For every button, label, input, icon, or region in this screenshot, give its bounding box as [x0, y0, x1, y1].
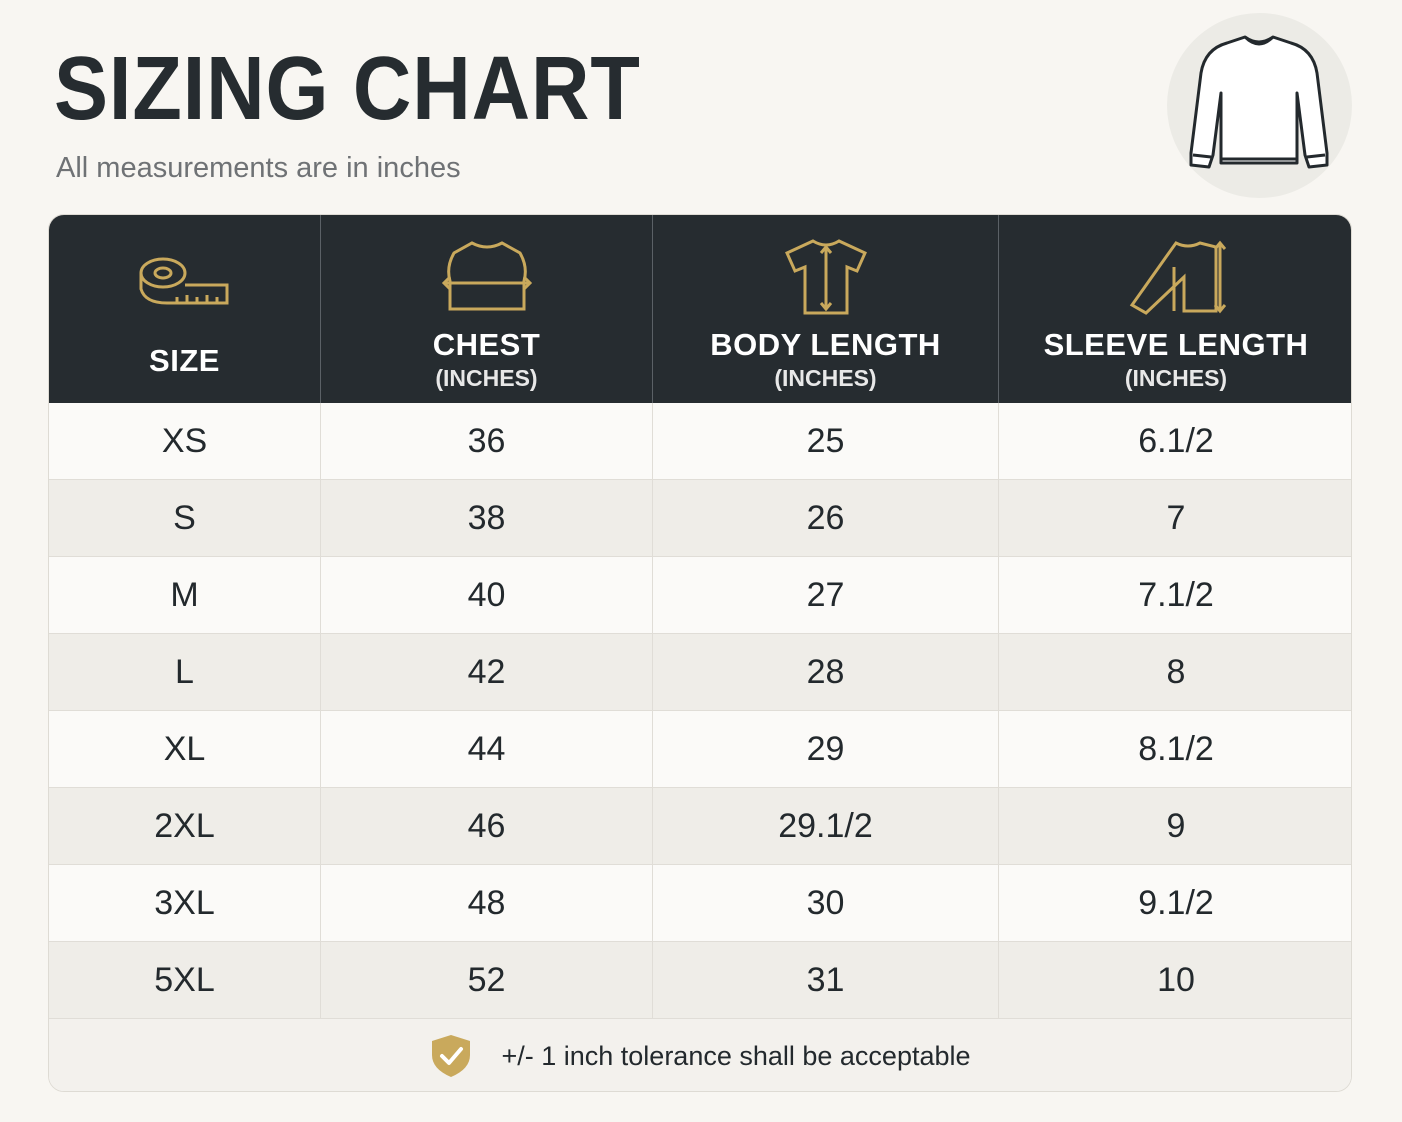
subtitle: All measurements are in inches	[56, 152, 461, 184]
measurement-cell: 29.1/2	[653, 788, 999, 864]
measurement-cell: 42	[321, 634, 653, 710]
measurement-cell: 7	[1166, 499, 1186, 537]
table-row: 3XL 48 30 9.1/2	[49, 865, 1351, 942]
sweater-drawing	[1189, 35, 1329, 169]
header-cell: SLEEVE LENGTH (INCHES)	[999, 215, 1351, 403]
table-row: XL 44 29 8.1/2	[49, 711, 1351, 788]
size-cell: 3XL	[49, 865, 321, 941]
table-row: L 42 28 8	[49, 634, 1351, 711]
header-cell: CHEST (INCHES)	[321, 215, 653, 403]
size-cell: 5XL	[49, 942, 321, 1018]
shield-icon	[432, 1035, 471, 1077]
header-label: SLEEVE LENGTH	[1043, 327, 1309, 362]
body-length-icon	[784, 239, 867, 315]
measurement-cell: 29	[653, 711, 999, 787]
header-label: CHEST	[432, 327, 541, 362]
measurement-cell: 46	[321, 788, 653, 864]
measurement-cell: 31	[653, 942, 999, 1018]
measurement-cell: 38	[321, 480, 653, 556]
measurement-cell: 7.1/2	[1138, 576, 1214, 614]
measurement-cell: 44	[321, 711, 653, 787]
table-row: M 40 27 7.1/2	[49, 557, 1351, 634]
sweater-icon	[1167, 13, 1352, 198]
measurement-cell: 8.1/2	[1138, 730, 1214, 768]
tape-icon	[139, 257, 228, 305]
measurement-cell: 10	[1157, 961, 1195, 999]
measurement-cell: 52	[321, 942, 653, 1018]
measurement-cell: 27	[653, 557, 999, 633]
size-cell: M	[49, 557, 321, 633]
measurement-cell: 9.1/2	[1138, 884, 1214, 922]
measurement-cell: 28	[653, 634, 999, 710]
size-cell: XS	[49, 403, 321, 479]
header-unit: (INCHES)	[774, 365, 877, 391]
measurement-cell: 9	[1166, 807, 1186, 845]
measurement-cell: 40	[321, 557, 653, 633]
chest-icon	[441, 241, 532, 311]
size-cell: 2XL	[49, 788, 321, 864]
sleeve-length-icon	[1129, 240, 1226, 315]
measurement-cell: 30	[653, 865, 999, 941]
measurement-cell: 8	[1166, 653, 1186, 691]
size-table: SIZE CHEST (INCHES) BODY LENGTH (INCHES)	[48, 214, 1352, 1092]
header-unit: (INCHES)	[1124, 365, 1228, 391]
measurement-cell: 48	[321, 865, 653, 941]
size-cell: XL	[49, 711, 321, 787]
table-row: S 38 26 7	[49, 480, 1351, 557]
table-row: 2XL 46 29.1/2 9	[49, 788, 1351, 865]
footer-note: +/- 1 inch tolerance shall be acceptable	[501, 1040, 971, 1071]
header-label: SIZE	[149, 343, 220, 378]
title: SIZING CHART	[54, 39, 641, 139]
measurement-cell: 26	[653, 480, 999, 556]
size-cell: S	[49, 480, 321, 556]
size-cell: L	[49, 634, 321, 710]
table-header: SIZE CHEST (INCHES) BODY LENGTH (INCHES)	[49, 215, 1351, 403]
table-row: 5XL 52 31 10	[49, 942, 1351, 1019]
table-footer: +/- 1 inch tolerance shall be acceptable	[49, 1019, 1351, 1091]
measurement-cell: 25	[653, 403, 999, 479]
measurement-cell: 36	[321, 403, 653, 479]
measurement-cell: 6.1/2	[1138, 422, 1214, 460]
header-label: BODY LENGTH	[710, 327, 941, 362]
header-unit: (INCHES)	[435, 365, 538, 391]
header-cell: SIZE	[49, 215, 321, 403]
header-cell: BODY LENGTH (INCHES)	[653, 215, 999, 403]
table-row: XS 36 25 6.1/2	[49, 403, 1351, 480]
